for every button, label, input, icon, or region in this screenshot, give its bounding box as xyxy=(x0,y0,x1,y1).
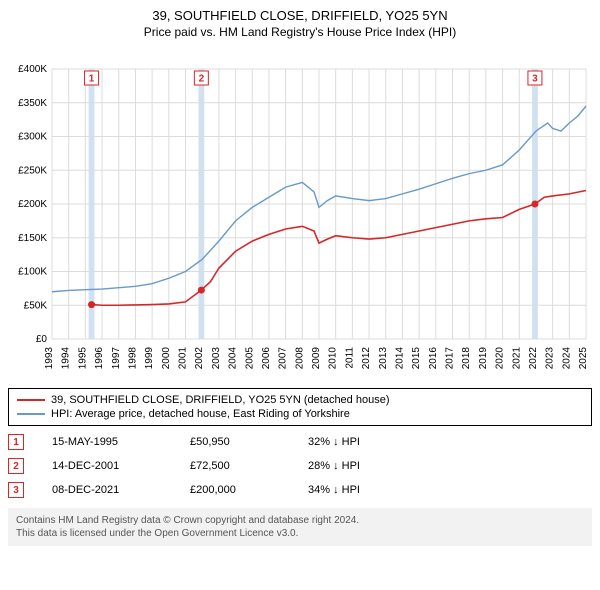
x-tick-label: 2009 xyxy=(311,347,322,370)
svg-text:1: 1 xyxy=(89,74,95,85)
marker-date: 14-DEC-2001 xyxy=(52,460,162,472)
svg-text:2: 2 xyxy=(199,74,205,85)
footer-line-2: This data is licensed under the Open Gov… xyxy=(16,527,584,540)
marker-number-box: 2 xyxy=(8,458,24,474)
x-tick-label: 2019 xyxy=(478,347,489,370)
marker-date: 08-DEC-2021 xyxy=(52,484,162,496)
x-tick-label: 2023 xyxy=(545,347,556,370)
legend-swatch xyxy=(17,399,45,401)
series-dot xyxy=(88,301,95,308)
marker-label: 1 xyxy=(85,71,99,85)
marker-table-row: 3 08-DEC-2021 £200,000 34% ↓ HPI xyxy=(8,478,592,502)
x-tick-label: 1997 xyxy=(111,347,122,370)
legend-item: HPI: Average price, detached house, East… xyxy=(17,407,583,421)
x-tick-label: 2016 xyxy=(428,347,439,370)
marker-diff: 28% ↓ HPI xyxy=(308,460,360,472)
marker-price: £50,950 xyxy=(190,436,280,448)
x-tick-label: 2006 xyxy=(261,347,272,370)
x-tick-label: 1998 xyxy=(127,347,138,370)
svg-text:3: 3 xyxy=(532,74,538,85)
x-tick-label: 2007 xyxy=(278,347,289,370)
x-tick-label: 2020 xyxy=(495,347,506,370)
y-tick-label: £0 xyxy=(36,334,48,345)
x-tick-label: 2005 xyxy=(244,347,255,370)
x-tick-label: 2011 xyxy=(344,347,355,369)
marker-number-box: 1 xyxy=(8,434,24,450)
footer-attribution: Contains HM Land Registry data © Crown c… xyxy=(8,508,592,546)
legend-box: 39, SOUTHFIELD CLOSE, DRIFFIELD, YO25 5Y… xyxy=(8,388,592,426)
marker-table-row: 1 15-MAY-1995 £50,950 32% ↓ HPI xyxy=(8,430,592,454)
series-dot xyxy=(198,287,205,294)
series-price_paid xyxy=(92,191,586,306)
series-dot xyxy=(531,201,538,208)
legend-label: HPI: Average price, detached house, East… xyxy=(51,408,350,420)
x-tick-label: 2000 xyxy=(161,347,172,370)
x-tick-label: 1995 xyxy=(77,347,88,370)
x-tick-label: 2018 xyxy=(461,347,472,370)
x-tick-label: 1996 xyxy=(94,347,105,370)
chart-container: £0 £50K £100K £150K £200K £250K £300K £350K £400… xyxy=(8,45,592,380)
x-tick-label: 2012 xyxy=(361,347,372,370)
y-tick-label: £300K xyxy=(18,132,47,143)
marker-label: 2 xyxy=(194,71,208,85)
footer-line-1: Contains HM Land Registry data © Crown c… xyxy=(16,514,584,527)
legend-item: 39, SOUTHFIELD CLOSE, DRIFFIELD, YO25 5Y… xyxy=(17,393,583,407)
marker-table: 1 15-MAY-1995 £50,950 32% ↓ HPI 2 14-DEC-2001… xyxy=(8,430,592,502)
x-tick-label: 2003 xyxy=(211,347,222,370)
chart-svg: £0 £50K £100K £150K £200K £250K £300K £350K £400… xyxy=(8,45,592,375)
marker-diff: 32% ↓ HPI xyxy=(308,436,360,448)
marker-price: £200,000 xyxy=(190,484,280,496)
marker-diff: 34% ↓ HPI xyxy=(308,484,360,496)
y-tick-label: £100K xyxy=(18,267,47,278)
x-tick-label: 2024 xyxy=(561,347,572,370)
x-tick-label: 2002 xyxy=(194,347,205,370)
legend-label: 39, SOUTHFIELD CLOSE, DRIFFIELD, YO25 5Y… xyxy=(51,394,390,406)
x-tick-label: 2008 xyxy=(294,347,305,370)
x-tick-label: 2017 xyxy=(445,347,456,370)
marker-date: 15-MAY-1995 xyxy=(52,436,162,448)
x-tick-label: 1993 xyxy=(44,347,55,370)
y-tick-label: £150K xyxy=(18,233,47,244)
x-tick-label: 2021 xyxy=(511,347,522,370)
x-tick-label: 2015 xyxy=(411,347,422,370)
x-tick-label: 2014 xyxy=(394,347,405,370)
marker-table-row: 2 14-DEC-2001 £72,500 28% ↓ HPI xyxy=(8,454,592,478)
marker-label: 3 xyxy=(528,71,542,85)
x-tick-label: 2022 xyxy=(528,347,539,370)
y-tick-label: £350K xyxy=(18,98,47,109)
x-tick-label: 2025 xyxy=(578,347,589,370)
x-tick-label: 2013 xyxy=(378,347,389,370)
x-tick-label: 2004 xyxy=(228,347,239,370)
x-tick-label: 2010 xyxy=(328,347,339,370)
chart-title: 39, SOUTHFIELD CLOSE, DRIFFIELD, YO25 5Y… xyxy=(8,8,592,23)
marker-number-box: 3 xyxy=(8,482,24,498)
x-tick-label: 2001 xyxy=(178,347,189,370)
x-tick-label: 1994 xyxy=(61,347,72,370)
chart-subtitle: Price paid vs. HM Land Registry's House … xyxy=(8,25,592,39)
marker-price: £72,500 xyxy=(190,460,280,472)
y-tick-label: £200K xyxy=(18,199,47,210)
x-tick-label: 1999 xyxy=(144,347,155,370)
y-tick-label: £400K xyxy=(18,64,47,75)
y-tick-label: £250K xyxy=(18,165,47,176)
y-tick-label: £50K xyxy=(24,300,48,311)
legend-swatch xyxy=(17,413,45,415)
